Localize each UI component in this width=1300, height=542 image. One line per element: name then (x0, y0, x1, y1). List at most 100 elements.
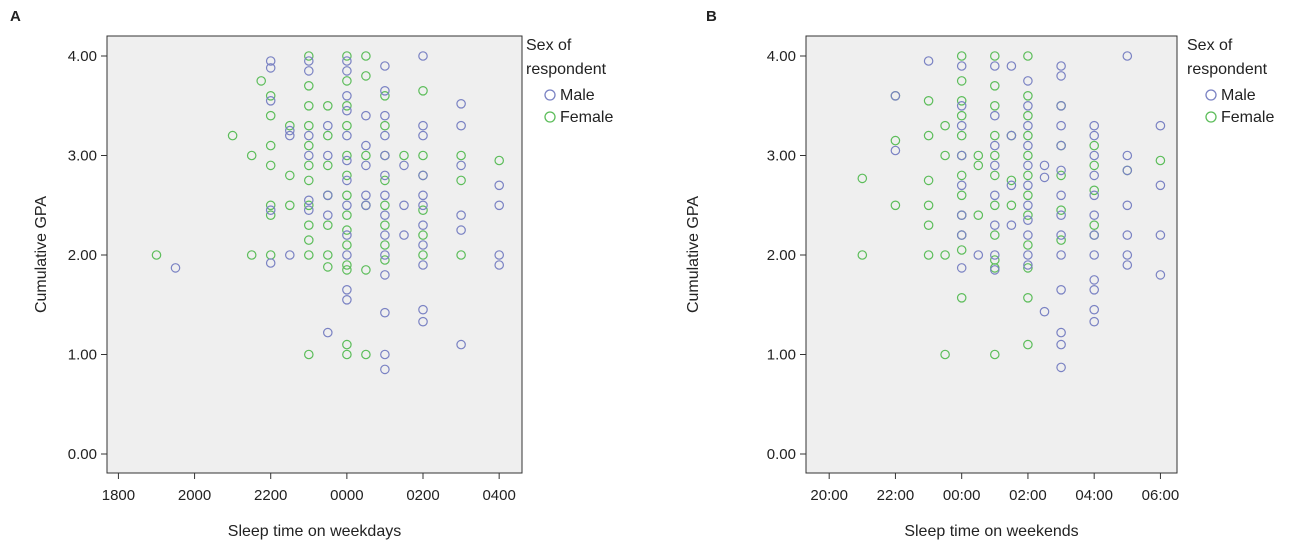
data-point-female (303, 81, 314, 91)
data-point-male (418, 190, 428, 201)
data-point-female (890, 200, 901, 211)
data-point-male (1056, 230, 1066, 240)
data-point-male (1006, 130, 1017, 141)
data-point-male (923, 56, 934, 66)
x-tick-label: 04:00 (1075, 487, 1113, 504)
data-point-female (989, 150, 1000, 161)
data-point-male (380, 150, 390, 161)
data-point-male (418, 304, 428, 315)
data-point-male (1122, 51, 1133, 61)
data-point-male (956, 263, 967, 273)
data-point-male (956, 120, 967, 131)
legend-entry-male: Male (1221, 87, 1256, 104)
data-point-male (1023, 260, 1033, 270)
data-point-female (456, 250, 466, 260)
legend-entry-female: Female (1221, 109, 1274, 126)
data-point-male (989, 190, 1000, 201)
data-point-male (170, 263, 181, 273)
data-point-male (1023, 180, 1033, 191)
data-point-male (1089, 316, 1099, 327)
data-point-male (418, 260, 428, 270)
y-tick-label: 1.00 (68, 347, 97, 364)
data-point-female (1089, 160, 1099, 171)
y-axis-label: Cumulative GPA (33, 196, 50, 313)
data-point-male (1089, 190, 1099, 201)
data-point-male (380, 364, 390, 375)
data-point-male (418, 220, 428, 230)
data-point-female (956, 130, 967, 141)
data-point-male (303, 205, 314, 215)
x-tick-label: 22:00 (877, 487, 915, 504)
panel-b-letter: B (706, 8, 717, 25)
legend-title: respondent (1187, 61, 1268, 78)
data-point-male (1122, 260, 1133, 270)
data-point-male (1023, 250, 1033, 260)
data-point-female (322, 160, 333, 171)
data-point-male (418, 120, 428, 131)
data-point-male (1089, 304, 1099, 315)
data-point-male (494, 250, 504, 260)
data-point-male (380, 307, 390, 318)
data-point-male (418, 51, 428, 61)
data-point-male (380, 61, 390, 71)
data-point-female (494, 155, 504, 166)
data-point-male (1056, 61, 1066, 71)
data-point-male (361, 110, 371, 121)
data-point-female (956, 170, 967, 181)
legend-title: respondent (526, 61, 607, 78)
legend: Sex of respondent Male Female (526, 37, 613, 126)
x-axis-label: Sleep time on weekends (904, 523, 1078, 540)
data-point-male (284, 250, 295, 260)
data-point-male (1089, 150, 1099, 161)
y-tick-label: 0.00 (68, 446, 97, 463)
x-tick-label: 02:00 (1009, 487, 1047, 504)
data-point-male (956, 230, 967, 240)
data-point-female (973, 210, 984, 220)
data-point-female (342, 190, 352, 201)
data-point-female (284, 120, 295, 131)
data-point-female (303, 235, 314, 245)
data-point-male (1155, 180, 1166, 191)
data-point-female (380, 120, 390, 131)
data-point-female (303, 175, 314, 186)
data-point-female (923, 175, 934, 186)
chart-panel-b: 0.00 1.00 2.00 3.00 4.00 20:00 22:00 00:00 02:00… (685, 35, 1274, 540)
data-point-female (265, 91, 276, 101)
data-point-female (989, 130, 1000, 141)
data-point-female (1006, 200, 1017, 211)
data-point-female (342, 210, 352, 220)
data-point-female (956, 96, 967, 106)
data-point-male (380, 250, 390, 260)
legend-marker-female (544, 111, 556, 123)
data-point-male (303, 195, 314, 206)
data-point-female (989, 200, 1000, 211)
data-point-male (418, 130, 428, 141)
data-point-female (923, 130, 934, 141)
data-point-male (1122, 150, 1133, 161)
x-tick-label: 00:00 (943, 487, 981, 504)
data-point-male (494, 180, 504, 191)
data-point-female (322, 262, 333, 272)
data-point-male (1056, 140, 1066, 151)
data-point-male (1056, 101, 1066, 111)
data-point-male (1089, 275, 1099, 285)
data-point-female (322, 250, 333, 260)
data-point-male (956, 101, 967, 111)
data-point-male (1039, 160, 1050, 171)
data-point-female (1023, 110, 1033, 121)
data-point-male (989, 61, 1000, 71)
data-point-female (956, 245, 967, 255)
data-point-male (1039, 172, 1050, 183)
data-point-female (256, 76, 266, 86)
data-point-male (1089, 120, 1099, 131)
data-point-female (342, 349, 352, 360)
x-tick-label: 20:00 (810, 487, 848, 504)
data-point-male (456, 210, 466, 220)
data-point-female (1056, 235, 1066, 245)
data-point-male (956, 180, 967, 191)
data-point-male (418, 170, 428, 181)
data-point-female (246, 150, 257, 161)
data-point-female (265, 110, 276, 121)
y-tick-label: 3.00 (767, 148, 796, 165)
data-point-female (1056, 170, 1066, 181)
